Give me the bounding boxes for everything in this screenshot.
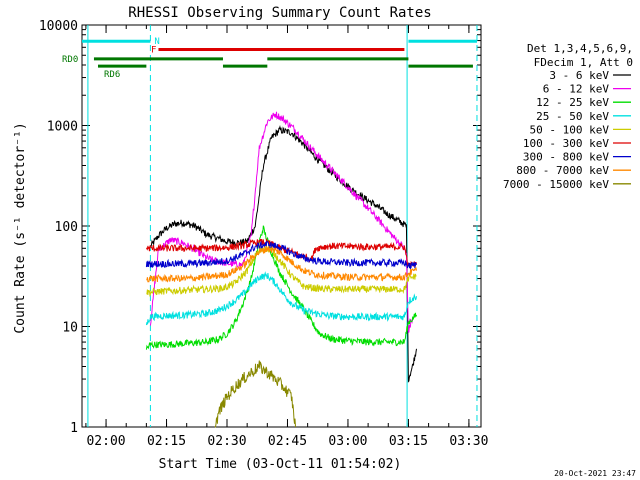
legend-label: 6 - 12 keV [543,83,610,96]
x-tick-label: 03:15 [389,434,428,449]
legend-label: 50 - 100 keV [530,123,610,136]
legend-label: 3 - 6 keV [549,69,609,82]
series-line-0 [149,125,417,383]
legend-label: 25 - 50 keV [536,110,609,123]
x-tick-label: 03:30 [449,434,488,449]
legend-label: 300 - 800 keV [523,151,609,164]
y-tick-label: 1000 [47,120,78,135]
y-tick-label: 10000 [39,19,78,34]
plot-area: 1 10 100 1000 10000 02:00 02:15 02:30 02:45 03:00… [39,19,489,449]
footer-date: 20-Oct-2021 23:47 [554,469,636,478]
x-tick-label: 03:00 [328,434,367,449]
series-line-1 [149,111,413,333]
series-line-8 [214,360,296,428]
legend-label: 12 - 25 keV [536,96,609,109]
series-line-3 [145,271,417,326]
x-tick-label: 02:00 [86,434,125,449]
x-tick-label: 02:15 [147,434,186,449]
x-axis-label: Start Time (03-Oct-11 01:54:02) [159,457,402,472]
series-line-6 [145,240,417,271]
legend-label: 100 - 300 keV [523,137,609,150]
x-tick-label: 02:45 [268,434,307,449]
flag-label: RD6 [104,70,120,80]
legend: Det 1,3,4,5,6,9,FDecim 1, Att 03 - 6 keV… [503,42,633,191]
flag-label: F [151,46,156,56]
y-tick-label: 1 [70,421,78,436]
legend-label: 800 - 7000 keV [516,164,609,177]
y-tick-label: 10 [62,321,78,336]
legend-header: FDecim 1, Att 0 [534,56,633,69]
flag-label: RD0 [62,55,78,65]
series-line-7 [146,245,417,283]
legend-label: 7000 - 15000 keV [503,178,609,191]
series-line-4 [146,246,417,298]
chart-title: RHESSI Observing Summary Count Rates [128,5,431,21]
y-axis-label: Count Rate (s⁻¹ detector⁻¹) [13,122,28,333]
legend-header: Det 1,3,4,5,6,9, [527,42,633,55]
y-tick-label: 100 [55,220,78,235]
series-line-2 [145,225,417,350]
y-axis-label-group: Count Rate (s⁻¹ detector⁻¹) [13,122,28,333]
flag-label: N [154,37,159,47]
x-tick-label: 02:30 [207,434,246,449]
plot-frame [81,24,482,428]
